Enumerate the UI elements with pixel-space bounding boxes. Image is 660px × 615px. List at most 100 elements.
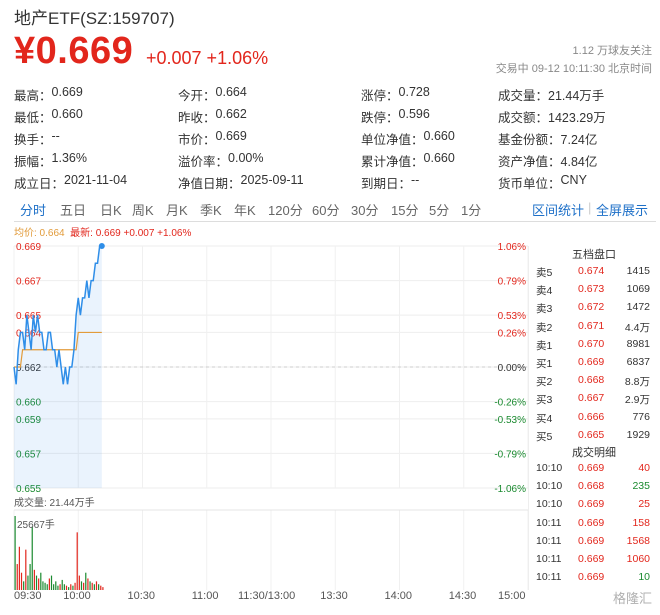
tab-6[interactable]: 年K <box>234 203 256 218</box>
trade-price: 0.669 <box>578 498 605 511</box>
stat-cell: 振幅： 1.36% <box>14 151 178 170</box>
trade-time: 10:11 <box>536 553 562 565</box>
volume-bar <box>25 549 27 590</box>
price-area <box>14 246 102 488</box>
order-book-row: 买1 0.669 6837 <box>534 354 656 372</box>
stat-cell: 昨收： 0.662 <box>178 107 361 126</box>
trade-price: 0.669 <box>578 553 605 565</box>
tab-9[interactable]: 30分 <box>351 203 379 218</box>
y-tick-left: 0.657 <box>16 449 41 460</box>
trade-time: 10:10 <box>536 498 563 511</box>
order-price: 0.673 <box>578 283 605 296</box>
y-tick-left: 0.669 <box>16 242 41 253</box>
x-tick-label: 11:30/13:00 <box>238 590 296 602</box>
trade-time: 10:10 <box>536 462 563 474</box>
volume-bar <box>53 584 55 590</box>
followers-count: 1.12 万球友关注 <box>572 45 652 57</box>
order-label: 买2 <box>536 376 553 389</box>
intraday-chart[interactable]: 0.6690.6670.6650.6640.6620.6600.6590.657… <box>0 238 530 590</box>
stat-value: -- <box>411 172 420 187</box>
tab-12[interactable]: 1分 <box>461 203 482 218</box>
volume-bar <box>87 578 89 590</box>
order-price: 0.667 <box>578 392 605 405</box>
volume-bar <box>27 575 29 590</box>
order-label: 卖4 <box>536 285 553 298</box>
order-price: 0.670 <box>578 337 605 350</box>
volume-bar <box>83 582 85 590</box>
y-tick-right: 0.26% <box>498 328 526 339</box>
x-tick-label: 13:30 <box>320 590 348 602</box>
order-book-row: 买3 0.667 2.9万 <box>534 390 656 408</box>
order-price: 0.671 <box>578 319 605 332</box>
volume-bar <box>76 532 78 590</box>
y-tick-left: 0.667 <box>16 277 41 288</box>
stat-label: 最高： <box>14 88 52 103</box>
tab-11[interactable]: 5分 <box>429 203 450 218</box>
stat-label: 单位净值： <box>361 132 424 147</box>
stat-label: 振幅： <box>14 154 52 169</box>
trade-volume: 158 <box>632 516 650 529</box>
tab-2[interactable]: 日K <box>100 203 122 218</box>
watermark-logo: 格隆汇 <box>612 591 652 606</box>
tab-3[interactable]: 周K <box>132 203 154 218</box>
order-price: 0.674 <box>578 265 605 277</box>
order-price: 0.665 <box>578 428 605 441</box>
volume-bar <box>50 575 53 590</box>
stat-label: 成立日： <box>14 176 65 191</box>
fullscreen-link[interactable]: 全屏展示 <box>596 203 649 218</box>
order-label: 卖5 <box>536 267 553 279</box>
volume-bar <box>72 585 74 590</box>
order-price: 0.669 <box>578 356 605 368</box>
stat-value: 0.660 <box>423 150 455 165</box>
price-change: +0.007 +1.06% <box>146 48 269 68</box>
stat-cell: 市价： 0.669 <box>178 129 361 148</box>
y-tick-right: -0.53% <box>494 415 526 426</box>
tab-1[interactable]: 五日 <box>60 203 87 218</box>
stat-value: 0.596 <box>398 106 430 121</box>
y-tick-right: -0.79% <box>494 449 526 460</box>
volume-bar <box>35 575 38 590</box>
tab-4[interactable]: 月K <box>166 203 188 218</box>
x-tick-label: 11:00 <box>191 590 219 602</box>
price-line <box>13 245 102 385</box>
tab-7[interactable]: 120分 <box>268 203 303 218</box>
trade-volume: 235 <box>632 480 650 493</box>
trading-status: 交易中 09-12 10:11:30 北京时间 <box>495 63 652 75</box>
y-tick-left: 0.665 <box>16 311 41 322</box>
volume-bar <box>80 581 83 590</box>
stat-cell: 成交量： 21.44万手 <box>498 85 654 104</box>
stat-cell: 累计净值： 0.660 <box>361 151 498 170</box>
tab-5[interactable]: 季K <box>200 203 222 218</box>
tab-0[interactable]: 分时 <box>20 203 47 218</box>
stat-value: 1423.29万 <box>548 110 606 125</box>
stat-label: 成交量： <box>498 88 549 103</box>
volume-bar <box>68 587 70 590</box>
stat-value: 2025-09-11 <box>240 172 304 187</box>
stat-label: 基金份额： <box>498 132 561 147</box>
trade-volume: 40 <box>638 462 650 474</box>
order-volume: 4.4万 <box>624 321 650 334</box>
y-tick-right: 0.53% <box>498 311 526 322</box>
volume-bar <box>78 575 80 590</box>
tab-10[interactable]: 15分 <box>391 203 419 218</box>
volume-bar <box>55 581 57 590</box>
volume-bar <box>14 516 16 590</box>
y-tick-left: 0.655 <box>16 484 41 495</box>
trade-row: 10:11 0.669 1568 <box>534 533 656 551</box>
volume-bar <box>38 578 40 590</box>
y-tick-right: 0.79% <box>498 277 526 288</box>
order-book-row: 卖4 0.673 1069 <box>534 281 656 299</box>
stat-label: 累计净值： <box>361 154 424 169</box>
y-tick-right: 0.00% <box>498 363 526 374</box>
avg-price-label: 均价: 0.664 <box>14 228 65 239</box>
stat-value: 0.662 <box>215 106 247 121</box>
tab-8[interactable]: 60分 <box>312 203 340 218</box>
volume-bar <box>42 581 44 590</box>
stat-cell: 货币单位： CNY <box>498 173 654 192</box>
trade-row: 10:10 0.669 40 <box>534 460 656 478</box>
stat-cell: 跌停： 0.596 <box>361 107 498 126</box>
volume-bar <box>102 587 104 590</box>
stats-row: 最低： 0.660 昨收： 0.662 跌停： 0.596 成交额： 1423.29万 <box>14 105 654 127</box>
stat-cell: 最高： 0.669 <box>14 85 178 104</box>
range-stats-link[interactable]: 区间统计 <box>532 203 585 218</box>
